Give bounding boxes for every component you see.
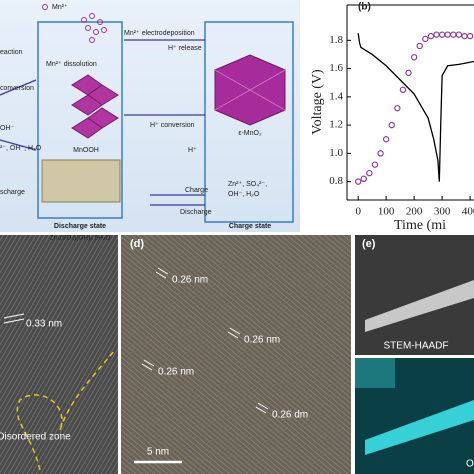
state-label: Discharge state <box>54 223 106 230</box>
data-point <box>388 121 395 129</box>
charge-box <box>204 21 294 223</box>
discharge-box <box>37 21 123 219</box>
y-tick-label: 1.2 <box>329 119 343 131</box>
fringe-marker <box>257 402 269 410</box>
schematic-label: Zn₄(SO₄)(OH)₆ 5H₂O <box>49 235 110 242</box>
nanorod <box>365 280 474 332</box>
x-tick-label: 0 <box>355 206 361 218</box>
zone-label: Disordered zone <box>0 432 71 443</box>
schematic-label: eaction <box>0 49 23 56</box>
panel-label: (e) <box>362 238 376 250</box>
x-tick-label: 400 <box>462 206 474 218</box>
mn-ions <box>42 4 107 43</box>
fringe-label: 0.26 nm <box>244 335 280 346</box>
schematic-label: H⁺ <box>188 147 197 154</box>
schematic-label: MnOOH <box>73 147 99 154</box>
y-axis-label: Voltage (V) <box>310 69 325 135</box>
schematic-label: scharge <box>0 189 25 196</box>
x-tick-label: 200 <box>406 206 423 218</box>
micrograph-d <box>121 235 351 474</box>
data-point <box>394 104 401 112</box>
panel-label: (b) <box>358 2 371 13</box>
data-point <box>354 178 362 185</box>
schematic-label: Discharge <box>180 209 212 216</box>
y-tick-label: 1.0 <box>329 147 343 159</box>
chart-bg <box>300 0 474 232</box>
schematic-label: ²⁻, OH⁻, H₂O <box>0 145 42 152</box>
map-label: O <box>466 459 474 470</box>
fringe-label: 0.26 nm <box>172 275 208 286</box>
voltage-line <box>357 33 474 182</box>
zn-structure <box>41 159 121 203</box>
data-point <box>427 32 435 40</box>
fringe-label: 0.26 dm <box>272 410 308 421</box>
fringe-marker <box>155 271 167 279</box>
schematic-label: Mn²⁺ electrodeposition <box>124 30 195 37</box>
y-tick-label: 0.8 <box>329 175 343 187</box>
data-point <box>405 69 412 77</box>
data-point <box>382 136 390 143</box>
map-label: STEM-HAADF <box>384 341 449 352</box>
y-tick-label: 1.8 <box>329 34 343 46</box>
fringe-marker <box>255 406 267 414</box>
fringe-label: 0.26 nm <box>158 367 194 378</box>
x-tick-label: 300 <box>434 206 451 218</box>
data-point <box>416 42 423 50</box>
data-point <box>360 175 367 183</box>
schematic-label: Zn²⁺, SO₄²⁻, <box>228 181 267 188</box>
mno2-structure <box>214 54 286 126</box>
schematic-label: H⁺ conversion <box>150 122 195 129</box>
x-tick-label: 100 <box>378 206 395 218</box>
data-point <box>399 86 407 93</box>
zone-outline <box>16 349 116 471</box>
schematic-label: OH⁻ <box>0 125 15 132</box>
map-region <box>355 358 395 388</box>
scale-label: 5 nm <box>147 447 169 458</box>
legend: Mn²⁺ <box>52 4 68 11</box>
fringe-marker <box>157 267 169 275</box>
panel-label: (d) <box>130 238 144 250</box>
x-axis-label: Time (mi <box>394 218 446 233</box>
schematic-label: OH⁻, H₂O <box>228 191 260 198</box>
data-point <box>371 161 379 168</box>
schematic-label: conversion <box>0 85 34 92</box>
data-point <box>377 150 384 157</box>
data-point <box>466 32 474 40</box>
data-point <box>410 54 418 61</box>
fringe-marker <box>143 359 155 367</box>
mnooh-structure <box>71 74 119 139</box>
state-label: Charge state <box>229 223 272 230</box>
schematic-label: H⁺ release <box>168 45 202 52</box>
fringe-marker <box>141 363 153 371</box>
micrograph-c <box>0 235 118 474</box>
schematic-label: Charge <box>185 187 208 194</box>
fringe-marker <box>227 331 239 339</box>
fringe-marker <box>229 327 241 335</box>
fringe-marker <box>3 318 25 324</box>
fringe-marker <box>3 313 25 319</box>
schematic-label: ε-MnO₂ <box>238 130 262 137</box>
schematic-label: Mn²⁺ dissolution <box>46 61 97 68</box>
arrows <box>0 39 205 206</box>
data-point <box>366 169 373 177</box>
fringe-label: 0.33 nm <box>26 319 62 330</box>
data-point <box>455 31 463 38</box>
y-tick-label: 1.6 <box>329 62 343 74</box>
nanorod-map <box>365 400 474 455</box>
y-tick-label: 1.4 <box>329 90 343 102</box>
data-point <box>422 35 429 43</box>
